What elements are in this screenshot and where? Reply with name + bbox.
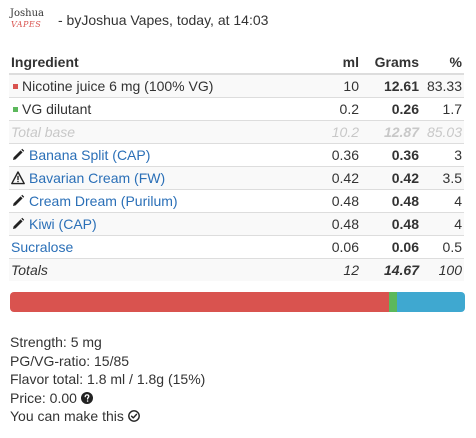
ingredient-cell: Totals: [9, 258, 303, 281]
table-row: Nicotine juice 6 mg (100% VG) 10 12.61 8…: [9, 73, 464, 98]
strength-line: Strength: 5 mg: [10, 334, 102, 350]
percent-cell: 83.33: [421, 73, 464, 98]
recipe-table: Ingredient ml Grams % Nicotine juice 6 m…: [9, 50, 464, 281]
pencil-icon: [13, 194, 25, 206]
price-line: Price: 0.00: [10, 389, 205, 408]
table-row: Kiwi (CAP) 0.48 0.48 4: [9, 212, 464, 236]
bar-segment-flavors: [396, 292, 465, 312]
can-make-line: You can make this: [10, 407, 205, 426]
ingredient-name: VG dilutant: [22, 101, 92, 117]
total-base-row: Total base 10.2 12.87 85.03: [9, 120, 464, 144]
table-row: VG dilutant 0.2 0.26 1.7: [9, 97, 464, 121]
warning-icon: [11, 171, 25, 185]
percent-cell: 4: [421, 212, 464, 236]
check-circle-icon: [127, 410, 140, 423]
logo-line1: Joshua: [10, 8, 45, 19]
ml-cell: 10.2: [303, 120, 361, 144]
pencil-icon: [13, 217, 25, 229]
price-text: Price: 0.00: [10, 389, 77, 406]
recipe-info: Strength: 5 mg PG/VG-ratio: 15/85 Flavor…: [10, 333, 205, 426]
flavor-link[interactable]: Bavarian Cream (FW): [29, 170, 166, 186]
ingredient-name: Nicotine juice 6 mg (100% VG): [22, 78, 214, 94]
table-header-row: Ingredient ml Grams %: [9, 50, 464, 75]
grams-cell: 0.48: [361, 189, 421, 213]
composition-bar: [10, 292, 465, 312]
grams-cell: 12.87: [361, 120, 421, 144]
table-row: Bavarian Cream (FW) 0.42 0.42 3.5: [9, 166, 464, 190]
logo-line2: VAPES: [11, 20, 42, 29]
joshua-vapes-logo: Joshua VAPES: [10, 8, 52, 32]
col-header-grams: Grams: [361, 50, 421, 75]
flavor-total-line: Flavor total: 1.8 ml / 1.8g (15%): [10, 371, 206, 387]
ml-cell: 0.42: [303, 166, 361, 190]
ingredient-cell: Sucralose: [9, 235, 303, 259]
vg-color-marker: [13, 106, 18, 112]
bar-segment-nicotine: [10, 292, 390, 312]
grams-cell: 14.67: [361, 258, 421, 281]
ingredient-cell: Nicotine juice 6 mg (100% VG): [9, 73, 303, 98]
sweetener-link[interactable]: Sucralose: [11, 239, 74, 255]
flavor-link[interactable]: Cream Dream (Purilum): [29, 193, 178, 209]
ingredient-cell: Cream Dream (Purilum): [9, 189, 303, 213]
ingredient-cell: Bavarian Cream (FW): [9, 166, 303, 190]
percent-cell: 4: [421, 189, 464, 213]
bar-segment-vg-dilutant: [389, 292, 397, 312]
table-row: Sucralose 0.06 0.06 0.5: [9, 235, 464, 259]
ingredient-cell: Banana Split (CAP): [9, 143, 303, 167]
percent-cell: 1.7: [421, 97, 464, 121]
grams-cell: 0.26: [361, 97, 421, 121]
percent-cell: 0.5: [421, 235, 464, 259]
can-make-text: You can make this: [10, 408, 124, 424]
totals-row: Totals 12 14.67 100: [9, 258, 464, 281]
pencil-icon: [13, 148, 25, 160]
percent-cell: 100: [421, 258, 464, 281]
ml-cell: 10: [303, 73, 361, 98]
flavor-link[interactable]: Kiwi (CAP): [29, 216, 97, 232]
ml-cell: 0.06: [303, 235, 361, 259]
question-circle-icon[interactable]: [80, 391, 93, 404]
ingredient-cell: Kiwi (CAP): [9, 212, 303, 236]
grams-cell: 0.48: [361, 212, 421, 236]
flavor-link[interactable]: Banana Split (CAP): [29, 147, 151, 163]
percent-cell: 3.5: [421, 166, 464, 190]
grams-cell: 0.42: [361, 166, 421, 190]
by-prefix: - by: [58, 12, 82, 28]
col-header-ingredient: Ingredient: [9, 50, 303, 75]
ml-cell: 0.48: [303, 189, 361, 213]
nicotine-color-marker: [13, 83, 18, 89]
grams-cell: 0.06: [361, 235, 421, 259]
grams-cell: 12.61: [361, 73, 421, 98]
ml-cell: 12: [303, 258, 361, 281]
table-row: Cream Dream (Purilum) 0.48 0.48 4: [9, 189, 464, 213]
ml-cell: 0.36: [303, 143, 361, 167]
percent-cell: 3: [421, 143, 464, 167]
pgvg-line: PG/VG-ratio: 15/85: [10, 352, 130, 369]
timestamp: , today, at 14:03: [169, 12, 269, 28]
author-link[interactable]: Joshua Vapes: [81, 12, 170, 28]
col-header-ml: ml: [303, 50, 361, 75]
table-row: Banana Split (CAP) 0.36 0.36 3: [9, 143, 464, 167]
grams-cell: 0.36: [361, 143, 421, 167]
col-header-percent: %: [421, 50, 464, 75]
ingredient-cell: VG dilutant: [9, 97, 303, 121]
ml-cell: 0.48: [303, 212, 361, 236]
ingredient-cell: Total base: [9, 120, 303, 144]
percent-cell: 85.03: [421, 120, 464, 144]
ml-cell: 0.2: [303, 97, 361, 121]
recipe-header: Joshua VAPES - by Joshua Vapes , today, …: [10, 8, 268, 32]
